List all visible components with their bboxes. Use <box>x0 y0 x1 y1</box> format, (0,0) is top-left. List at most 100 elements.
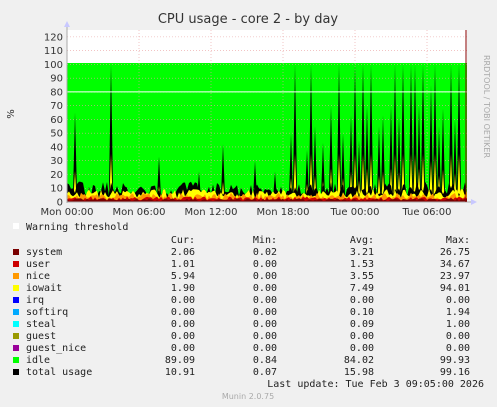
legend-swatch <box>13 357 19 363</box>
legend-value: 0.00 <box>350 331 374 342</box>
usage-spike <box>408 64 414 203</box>
legend-value: 0.00 <box>446 343 470 354</box>
y-tick-label: 60 <box>50 115 63 126</box>
chart-title: CPU usage - core 2 - by day <box>158 12 339 27</box>
legend-value: 0.00 <box>253 259 277 270</box>
warning-threshold-label: Warning threshold <box>26 222 128 233</box>
y-tick-label: 110 <box>44 46 63 57</box>
legend-value: 0.00 <box>253 343 277 354</box>
legend-value: 0.84 <box>253 355 277 366</box>
y-tick-label: 0 <box>57 198 63 209</box>
munin-version: Munin 2.0.75 <box>222 392 274 401</box>
legend-value: 1.01 <box>171 259 195 270</box>
legend-value: 0.00 <box>253 283 277 294</box>
legend-value: 5.94 <box>171 271 195 282</box>
legend-series-name: nice <box>26 271 50 282</box>
usage-spike <box>376 126 382 202</box>
legend-value: 0.02 <box>253 247 277 258</box>
usage-spike <box>412 64 418 203</box>
legend-value: 34.67 <box>440 259 470 270</box>
usage-spike <box>448 64 454 203</box>
usage-spike <box>380 115 386 202</box>
legend-value: 99.16 <box>440 367 470 378</box>
legend-value: 0.00 <box>350 343 374 354</box>
legend-value: 0.00 <box>253 271 277 282</box>
legend-value: 0.00 <box>171 343 195 354</box>
legend-value: 0.00 <box>171 319 195 330</box>
y-tick-label: 30 <box>50 156 63 167</box>
legend-value: 84.02 <box>344 355 374 366</box>
usage-spike <box>356 140 362 202</box>
legend-series-name: guest <box>26 331 56 342</box>
legend-value: 0.00 <box>446 295 470 306</box>
y-axis-label: % <box>6 109 17 119</box>
usage-spikes <box>72 64 462 203</box>
y-tick-label: 10 <box>50 184 63 195</box>
usage-spike <box>348 115 354 202</box>
x-tick-label: Tue 00:00 <box>329 207 379 218</box>
legend-value: 1.53 <box>350 259 374 270</box>
usage-spike <box>308 64 314 203</box>
y-tick-label: 20 <box>50 170 63 181</box>
usage-spike <box>364 105 370 202</box>
legend-swatch <box>13 261 19 267</box>
legend-series-name: idle <box>26 355 50 366</box>
legend-value: 94.01 <box>440 283 470 294</box>
usage-spike <box>452 119 458 202</box>
legend-series-name: irq <box>26 295 44 306</box>
iowait-spike <box>337 153 341 202</box>
legend-column-header: Min: <box>253 235 277 246</box>
x-tick-label: Mon 18:00 <box>256 207 309 218</box>
legend-value: 15.98 <box>344 367 374 378</box>
legend-value: 0.00 <box>171 295 195 306</box>
y-tick-label: 100 <box>44 60 63 71</box>
legend-swatch <box>13 273 19 279</box>
legend-value: 1.94 <box>446 307 470 318</box>
usage-spike <box>432 64 438 203</box>
legend-column-header: Max: <box>446 235 470 246</box>
legend-value: 0.07 <box>253 367 277 378</box>
usage-spike <box>72 112 78 202</box>
x-tick-label: Mon 12:00 <box>184 207 237 218</box>
legend-column-header: Avg: <box>350 235 374 246</box>
legend-series-name: softirq <box>26 307 68 318</box>
x-tick-label: Mon 06:00 <box>112 207 165 218</box>
usage-spike <box>340 133 346 202</box>
legend-value: 26.75 <box>440 247 470 258</box>
legend-series-name: system <box>26 247 62 258</box>
iowait-spike <box>433 153 437 202</box>
y-tick-label: 120 <box>44 32 63 43</box>
x-tick-label: Mon 00:00 <box>40 207 93 218</box>
legend-swatch <box>13 321 19 327</box>
legend-value: 1.00 <box>446 319 470 330</box>
legend-series-name: total usage <box>26 367 92 378</box>
usage-spike <box>328 105 334 202</box>
legend-column-header: Cur: <box>171 235 195 246</box>
usage-spike <box>220 144 226 202</box>
legend-value: 0.00 <box>446 331 470 342</box>
legend-swatch <box>13 369 19 375</box>
usage-spike <box>388 105 394 202</box>
y-tick-label: 50 <box>50 129 63 140</box>
usage-spike <box>156 156 162 202</box>
usage-spike <box>292 64 298 203</box>
x-tick-labels: Mon 00:00 Mon 06:00 Mon 12:00 Mon 18:00 Tue … <box>40 207 451 218</box>
legend-value: 2.06 <box>171 247 195 258</box>
legend-value: 0.00 <box>253 307 277 318</box>
legend-value: 0.00 <box>350 295 374 306</box>
legend-value: 0.00 <box>253 319 277 330</box>
usage-spike <box>416 105 422 202</box>
usage-spike <box>420 64 426 203</box>
usage-base-band <box>67 181 467 202</box>
legend-value: 7.49 <box>350 283 374 294</box>
legend-series-name: iowait <box>26 283 62 294</box>
y-tick-label: 70 <box>50 101 63 112</box>
legend-swatch <box>13 309 19 315</box>
legend-value: 1.90 <box>171 283 195 294</box>
usage-spike <box>456 64 462 203</box>
x-axis-arrow-icon <box>471 199 477 205</box>
y-tick-labels: 0 10 20 30 40 50 60 70 80 90 100 110 120 <box>44 32 63 208</box>
legend-value: 3.55 <box>350 271 374 282</box>
usage-spike <box>368 64 374 203</box>
usage-spike <box>312 126 318 202</box>
